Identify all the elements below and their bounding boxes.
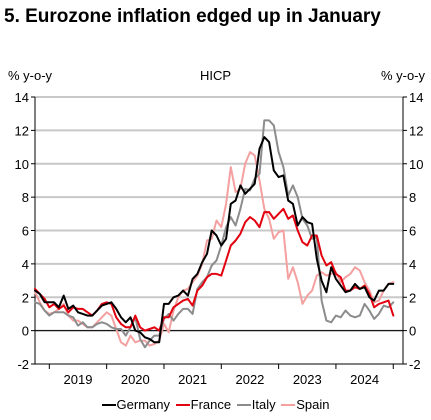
y-tick-label-left: 6 xyxy=(22,224,29,239)
legend-label-germany: Germany xyxy=(116,397,171,412)
series-line-germany xyxy=(34,136,395,344)
chart-title: 5. Eurozone inflation edged up in Januar… xyxy=(4,6,381,27)
y-tick-label-right: 0 xyxy=(409,324,416,339)
series-line-italy xyxy=(34,119,395,349)
x-tick-label: 2024 xyxy=(350,372,379,387)
y-tick-label-left: 0 xyxy=(22,324,29,339)
y-tick-label-left: 4 xyxy=(22,257,29,272)
chart-subtitle: HICP xyxy=(199,68,232,83)
y-tick-label-left: 8 xyxy=(22,190,29,205)
y-tick-label-right: 12 xyxy=(409,123,423,138)
x-tick-label: 2020 xyxy=(121,372,150,387)
x-tick-label: 2023 xyxy=(293,372,322,387)
y-tick-label-right: 8 xyxy=(409,190,416,205)
legend-swatch-spain xyxy=(281,403,296,406)
y-tick-label-right: 4 xyxy=(409,257,416,272)
y-tick-label-right: 14 xyxy=(409,90,423,105)
legend-item-italy: Italy xyxy=(236,397,276,412)
legend: Germany France Italy Spain xyxy=(0,397,431,412)
legend-label-france: France xyxy=(190,397,232,412)
x-tick-label: 2022 xyxy=(235,372,264,387)
legend-item-spain: Spain xyxy=(281,397,329,412)
y-tick-label-left: 12 xyxy=(15,123,29,138)
y-tick-label-right: 2 xyxy=(409,290,416,305)
y-axis-label-right: % y-o-y xyxy=(380,68,425,83)
legend-label-spain: Spain xyxy=(296,397,330,412)
y-tick-label-right: 6 xyxy=(409,224,416,239)
y-axis-label-left: % y-o-y xyxy=(8,68,53,83)
x-tick-label: 2021 xyxy=(178,372,207,387)
legend-swatch-france xyxy=(175,403,190,406)
y-tick-label-left: -2 xyxy=(17,357,29,372)
legend-item-germany: Germany xyxy=(101,397,171,412)
y-tick-label-right: 10 xyxy=(409,157,423,172)
legend-swatch-italy xyxy=(236,403,251,406)
x-tick-label: 2019 xyxy=(64,372,93,387)
y-tick-label-left: 14 xyxy=(15,90,29,105)
y-tick-label-right: -2 xyxy=(409,357,421,372)
y-tick-label-left: 2 xyxy=(22,290,29,305)
legend-swatch-germany xyxy=(101,403,116,406)
legend-label-italy: Italy xyxy=(251,397,276,412)
legend-item-france: France xyxy=(175,397,232,412)
y-tick-label-left: 10 xyxy=(15,157,29,172)
